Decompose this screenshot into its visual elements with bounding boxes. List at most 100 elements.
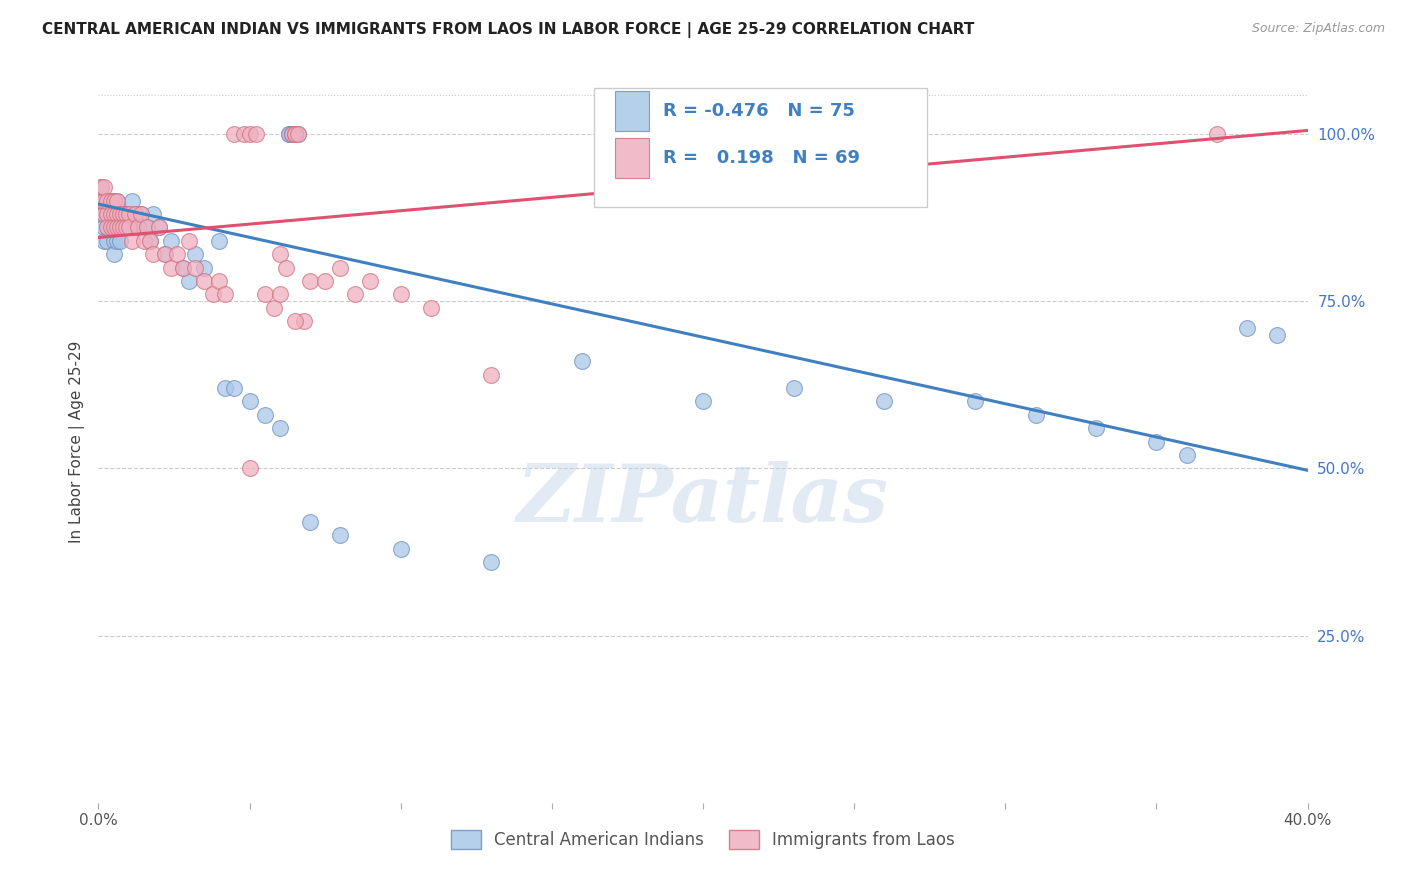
Text: ZIPatlas: ZIPatlas (517, 460, 889, 538)
Point (132, 234, 155, 248)
Point (389, 287, 412, 301)
Text: R = -0.476   N = 75: R = -0.476 N = 75 (664, 102, 855, 120)
Point (96, 220, 118, 235)
Point (239, 127, 262, 141)
Point (253, 408, 276, 422)
Point (1144, 434, 1167, 449)
Point (179, 234, 201, 248)
Point (284, 314, 307, 328)
Point (184, 247, 207, 261)
Point (281, 127, 304, 141)
Point (103, 207, 125, 221)
Point (103, 220, 125, 235)
Point (284, 127, 307, 141)
Point (1236, 321, 1258, 335)
Point (90, 180, 112, 194)
Point (121, 234, 143, 248)
Point (129, 207, 152, 221)
Point (93, 194, 115, 208)
Point (105, 220, 128, 235)
Point (360, 274, 382, 288)
Point (121, 194, 143, 208)
Point (105, 234, 128, 248)
Point (281, 127, 304, 141)
Point (184, 260, 207, 275)
Point (245, 127, 267, 141)
Point (287, 127, 309, 141)
Point (1206, 127, 1229, 141)
Point (193, 274, 215, 288)
Point (111, 220, 134, 235)
Point (142, 207, 165, 221)
Point (100, 194, 122, 208)
Point (481, 555, 503, 569)
Point (232, 127, 254, 141)
Point (208, 274, 231, 288)
Point (287, 127, 309, 141)
Point (344, 287, 367, 301)
Point (100, 207, 122, 221)
Point (105, 194, 128, 208)
Point (571, 354, 593, 368)
Point (114, 207, 136, 221)
Point (179, 274, 201, 288)
Point (1085, 421, 1108, 435)
Point (314, 274, 336, 288)
Point (118, 207, 141, 221)
Point (90, 194, 112, 208)
Point (148, 220, 170, 235)
Point (105, 207, 128, 221)
Point (111, 207, 134, 221)
Point (139, 234, 162, 248)
Point (224, 127, 246, 141)
Point (277, 127, 299, 141)
Point (96, 194, 118, 208)
Point (129, 207, 152, 221)
Point (96, 234, 118, 248)
Point (135, 220, 157, 235)
Point (274, 260, 297, 275)
Point (239, 394, 262, 409)
Point (160, 234, 183, 248)
Point (269, 287, 291, 301)
Point (239, 461, 262, 475)
Point (692, 394, 714, 409)
Point (153, 247, 176, 261)
Point (90, 180, 112, 194)
Point (299, 274, 322, 288)
Point (139, 234, 162, 248)
Point (420, 301, 443, 315)
Text: Source: ZipAtlas.com: Source: ZipAtlas.com (1251, 22, 1385, 36)
Point (1175, 448, 1198, 462)
Point (253, 287, 276, 301)
Point (148, 220, 170, 235)
Point (160, 260, 183, 275)
Point (481, 368, 503, 382)
Point (284, 127, 307, 141)
Point (127, 220, 149, 235)
Text: CENTRAL AMERICAN INDIAN VS IMMIGRANTS FROM LAOS IN LABOR FORCE | AGE 25-29 CORRE: CENTRAL AMERICAN INDIAN VS IMMIGRANTS FR… (42, 22, 974, 38)
Point (1267, 327, 1289, 342)
Point (202, 287, 225, 301)
Point (114, 220, 136, 235)
Point (93, 220, 115, 235)
Point (118, 207, 141, 221)
Point (103, 194, 125, 208)
Point (142, 247, 165, 261)
Point (103, 234, 125, 248)
Point (172, 260, 194, 275)
Point (96, 194, 118, 208)
Point (118, 220, 141, 235)
Point (873, 394, 896, 409)
Point (111, 220, 134, 235)
Point (108, 234, 131, 248)
Point (111, 207, 134, 221)
Point (105, 220, 128, 235)
Point (292, 314, 315, 328)
Point (100, 220, 122, 235)
Point (281, 127, 304, 141)
Point (108, 220, 131, 235)
Point (118, 220, 141, 235)
Point (105, 194, 128, 208)
Point (127, 220, 149, 235)
